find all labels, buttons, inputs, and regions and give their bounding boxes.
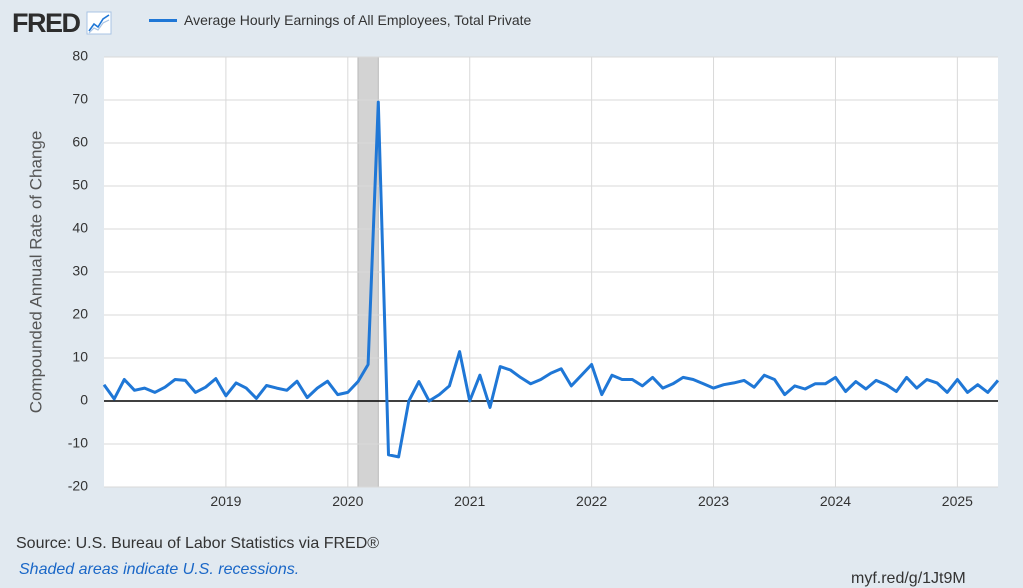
y-tick-label: 0 xyxy=(80,392,88,408)
legend-label: Average Hourly Earnings of All Employees… xyxy=(184,12,532,28)
y-tick-label: 10 xyxy=(72,349,88,365)
x-tick-label: 2019 xyxy=(210,493,241,509)
y-tick-label: 80 xyxy=(72,48,88,64)
recession-note: Shaded areas indicate U.S. recessions. xyxy=(19,561,300,578)
source-text: Source: U.S. Bureau of Labor Statistics … xyxy=(16,535,380,552)
y-axis-label: Compounded Annual Rate of Change xyxy=(26,131,45,414)
line-chart-icon xyxy=(86,11,111,35)
y-tick-label: 60 xyxy=(72,134,88,150)
y-tick-label: 20 xyxy=(72,306,88,322)
short-url[interactable]: myf.red/g/1Jt9M xyxy=(851,570,966,587)
y-tick-label: 70 xyxy=(72,91,88,107)
x-tick-label: 2024 xyxy=(820,493,851,509)
fred-logo[interactable]: FRED xyxy=(12,8,112,38)
series-line xyxy=(102,100,1000,459)
legend-swatch xyxy=(149,18,177,22)
x-tick-label: 2023 xyxy=(698,493,729,509)
x-tick-label: 2021 xyxy=(454,493,485,509)
x-tick-label: 2025 xyxy=(942,493,973,509)
fred-logo-text: FRED xyxy=(12,7,81,38)
y-tick-label: -10 xyxy=(68,435,88,451)
chart-legend: Average Hourly Earnings of All Employees… xyxy=(149,12,531,28)
y-tick-label: 50 xyxy=(72,177,88,193)
x-tick-label: 2020 xyxy=(332,493,363,509)
y-tick-label: -20 xyxy=(68,478,88,494)
x-tick-label: 2022 xyxy=(576,493,607,509)
y-tick-label: 40 xyxy=(72,220,88,236)
plot-area: -20 -10 0 10 20 30 40 50 60 70 80 2019 2020 2021 2022 2… xyxy=(26,48,1000,509)
y-tick-label: 30 xyxy=(72,263,88,279)
